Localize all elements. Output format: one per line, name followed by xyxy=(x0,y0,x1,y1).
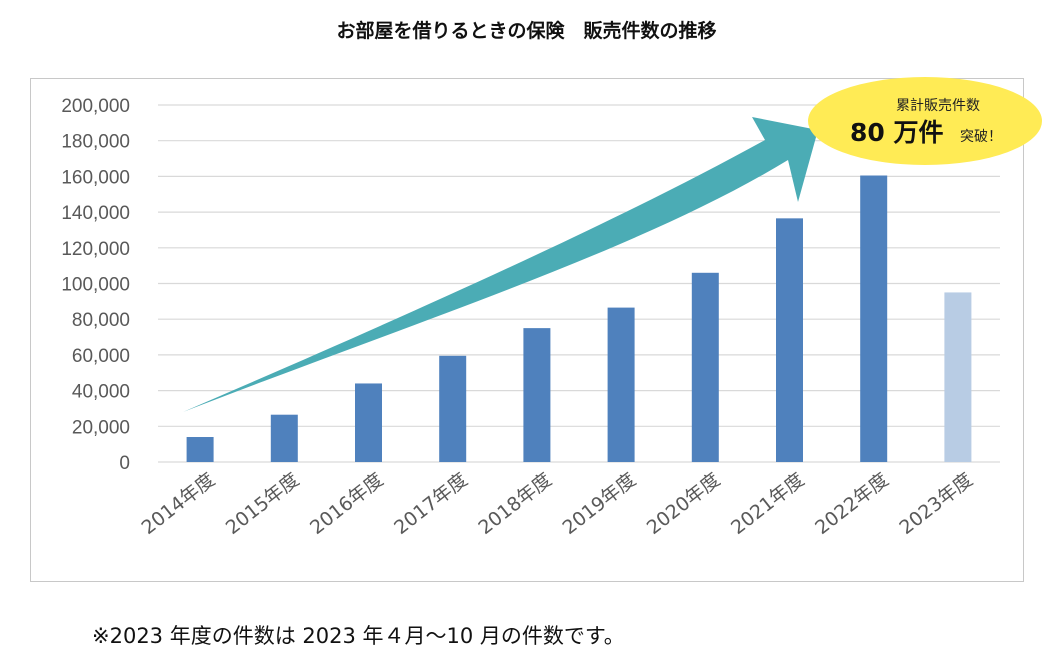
x-tick-label: 2019年度 xyxy=(559,469,641,540)
bar-2022年度 xyxy=(860,175,888,462)
y-tick-label: 140,000 xyxy=(61,203,130,224)
x-tick-label: 2018年度 xyxy=(474,469,556,540)
y-tick-label: 60,000 xyxy=(72,346,130,367)
x-tick-label: 2021年度 xyxy=(727,469,809,540)
y-tick-label: 80,000 xyxy=(72,310,130,331)
bar-2021年度 xyxy=(776,218,803,462)
x-tick-label: 2022年度 xyxy=(811,469,893,540)
x-tick-label: 2016年度 xyxy=(306,469,388,540)
y-tick-label: 160,000 xyxy=(61,167,130,188)
bar-2014年度 xyxy=(186,437,214,462)
x-axis-ticks: 2014年度 2015年度 2016年度 2017年度 2018年度 2019年度 2020… xyxy=(138,469,977,540)
y-tick-label: 100,000 xyxy=(61,275,130,296)
chart-area xyxy=(30,78,1024,582)
bar-2015年度 xyxy=(270,414,298,462)
x-tick-label: 2017年度 xyxy=(390,469,472,540)
y-tick-label: 180,000 xyxy=(61,132,130,153)
bars xyxy=(186,175,972,462)
x-tick-label: 2020年度 xyxy=(643,469,725,540)
x-tick-label: 2014年度 xyxy=(138,469,220,540)
growth-arrow xyxy=(183,117,818,412)
chart-title: お部屋を借りるときの保険 販売件数の推移 xyxy=(336,20,717,42)
growth-arrow-shape xyxy=(183,117,818,412)
callout-big: 80 万件 xyxy=(850,118,944,147)
y-axis-ticks: 0 20,000 40,000 60,000 80,000 100,000 120,000 1… xyxy=(61,96,130,474)
y-tick-label: 40,000 xyxy=(72,382,130,403)
x-tick-label: 2015年度 xyxy=(222,469,304,540)
bar-2016年度 xyxy=(355,383,382,462)
x-tick-label: 2023年度 xyxy=(895,469,977,540)
y-tick-label: 200,000 xyxy=(61,96,130,117)
callout-line1: 累計販売件数 xyxy=(896,98,980,114)
footnote: ※2023 年度の件数は 2023 年４月～10 月の件数です。 xyxy=(92,624,625,648)
bar-chart: 0 20,000 40,000 60,000 80,000 100,000 120,000 1… xyxy=(61,77,1042,540)
bar-2018年度 xyxy=(523,328,551,462)
cumulative-callout: 累計販売件数 80 万件 突破！ xyxy=(808,77,1042,165)
bar-2023年度 xyxy=(944,292,972,462)
y-tick-label: 120,000 xyxy=(61,239,130,260)
callout-suffix: 突破！ xyxy=(960,129,1002,145)
bar-2017年度 xyxy=(439,355,467,462)
y-tick-label: 20,000 xyxy=(72,417,130,438)
y-tick-label: 0 xyxy=(119,453,130,474)
callout-bubble xyxy=(808,77,1042,165)
bar-2019年度 xyxy=(607,307,635,462)
bar-2020年度 xyxy=(691,272,719,462)
